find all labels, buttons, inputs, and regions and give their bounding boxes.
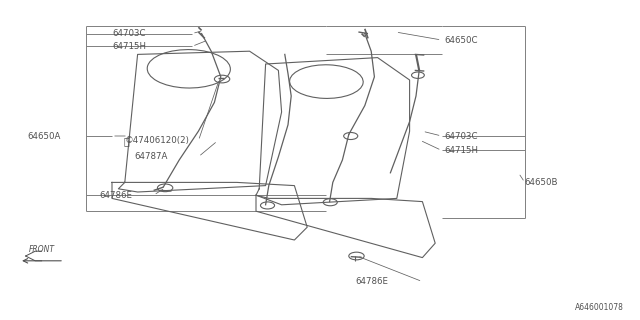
Text: 64650A: 64650A	[27, 132, 60, 140]
Text: 64650B: 64650B	[525, 178, 558, 187]
Text: A646001078: A646001078	[575, 303, 624, 312]
Text: 64703C: 64703C	[112, 29, 145, 38]
Text: 64715H: 64715H	[112, 42, 146, 51]
Text: FRONT: FRONT	[29, 245, 54, 254]
Text: 64650C: 64650C	[445, 36, 478, 44]
Text: ©47406120(2): ©47406120(2)	[125, 136, 189, 145]
Text: 64703C: 64703C	[445, 132, 478, 140]
Text: 64715H: 64715H	[445, 146, 479, 155]
Text: 64786E: 64786E	[355, 277, 388, 286]
Text: 64786E: 64786E	[99, 191, 132, 200]
Text: 64787A: 64787A	[134, 152, 168, 161]
Text: Ⓢ: Ⓢ	[124, 136, 129, 146]
